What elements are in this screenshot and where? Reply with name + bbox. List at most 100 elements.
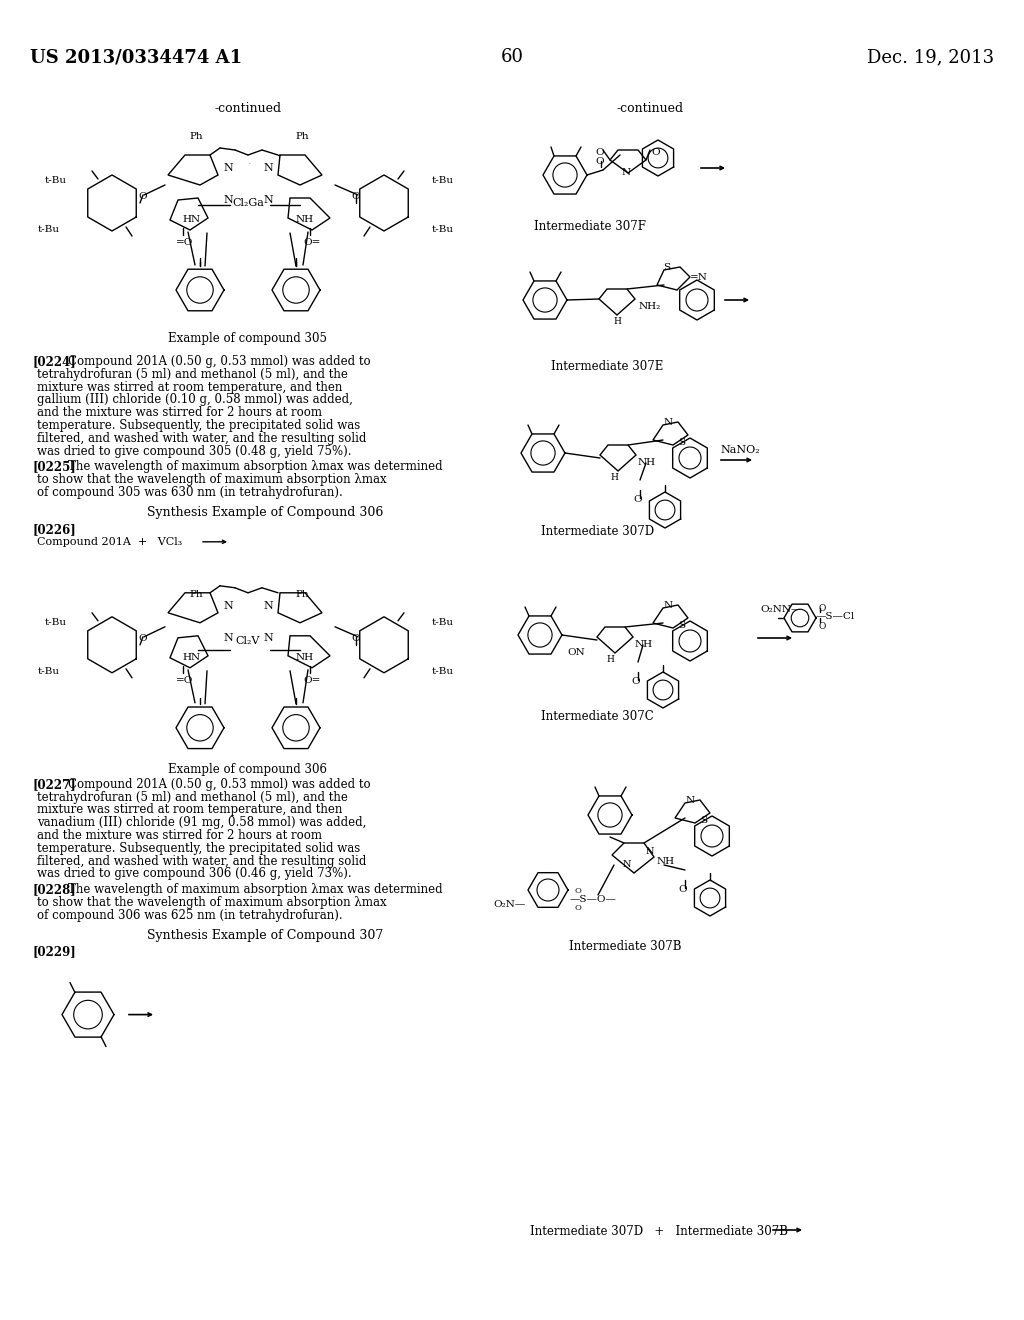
Text: temperature. Subsequently, the precipitated solid was: temperature. Subsequently, the precipita… [37,842,360,855]
Text: to show that the wavelength of maximum absorption λmax: to show that the wavelength of maximum a… [37,473,387,486]
Text: N: N [263,601,272,611]
Text: H: H [606,655,614,664]
Text: NH: NH [296,653,314,661]
Text: [0227]: [0227] [32,777,76,791]
Text: Compound 201A (0.50 g, 0.53 mmol) was added to: Compound 201A (0.50 g, 0.53 mmol) was ad… [68,355,371,368]
Text: O: O [138,634,147,643]
Text: to show that the wavelength of maximum absorption λmax: to show that the wavelength of maximum a… [37,896,387,909]
Text: N: N [223,632,232,643]
Text: H: H [610,473,617,482]
Text: O₂NN—: O₂NN— [760,605,802,614]
Text: O: O [632,677,640,686]
Text: N: N [685,796,694,805]
Text: O=: O= [303,676,321,685]
Text: The wavelength of maximum absorption λmax was determined: The wavelength of maximum absorption λma… [68,883,442,896]
Text: HN: HN [183,215,201,224]
Text: [0226]: [0226] [32,523,76,536]
Text: tetrahydrofuran (5 ml) and methanol (5 ml), and the: tetrahydrofuran (5 ml) and methanol (5 m… [37,791,348,804]
Text: N: N [223,195,232,205]
Text: Intermediate 307B: Intermediate 307B [568,940,681,953]
Text: H: H [613,317,621,326]
Text: gallium (III) chloride (0.10 g, 0.58 mmol) was added,: gallium (III) chloride (0.10 g, 0.58 mmo… [37,393,353,407]
Text: [0229]: [0229] [32,945,76,958]
Text: Intermediate 307C: Intermediate 307C [541,710,653,723]
Text: Synthesis Example of Compound 307: Synthesis Example of Compound 307 [146,928,383,941]
Text: N: N [263,632,272,643]
Text: NH: NH [296,215,314,224]
Text: t-Bu: t-Bu [45,176,67,185]
Text: t-Bu: t-Bu [432,667,454,676]
Text: HN: HN [183,653,201,661]
Text: of compound 305 was 630 nm (in tetrahydrofuran).: of compound 305 was 630 nm (in tetrahydr… [37,486,343,499]
Text: Ph: Ph [295,590,309,599]
Text: mixture was stirred at room temperature, and then: mixture was stirred at room temperature,… [37,380,342,393]
Text: =N: =N [690,273,708,282]
Text: N: N [223,601,232,611]
Text: -continued: -continued [214,102,282,115]
Text: NH: NH [657,857,675,866]
Text: filtered, and washed with water, and the resulting solid: filtered, and washed with water, and the… [37,432,367,445]
Text: Example of compound 305: Example of compound 305 [169,333,328,345]
Text: N: N [223,162,232,173]
Text: Intermediate 307E: Intermediate 307E [551,360,664,374]
Text: .: . [248,160,250,165]
Text: [0224]: [0224] [32,355,76,368]
Text: The wavelength of maximum absorption λmax was determined: The wavelength of maximum absorption λma… [68,461,442,474]
Text: O: O [596,148,604,157]
Text: N: N [664,601,673,610]
Text: S: S [678,620,685,630]
Text: and the mixture was stirred for 2 hours at room: and the mixture was stirred for 2 hours … [37,829,322,842]
Text: Synthesis Example of Compound 306: Synthesis Example of Compound 306 [146,506,383,519]
Text: vanadium (III) chloride (91 mg, 0.58 mmol) was added,: vanadium (III) chloride (91 mg, 0.58 mmo… [37,816,367,829]
Text: O: O [818,622,825,631]
Text: Ph: Ph [189,590,203,599]
Text: mixture was stirred at room temperature, and then: mixture was stirred at room temperature,… [37,804,342,816]
Text: O₂N—: O₂N— [494,900,526,909]
Text: of compound 306 was 625 nm (in tetrahydrofuran).: of compound 306 was 625 nm (in tetrahydr… [37,908,343,921]
Text: O: O [351,634,360,643]
Text: NH: NH [638,458,656,467]
Text: t-Bu: t-Bu [38,224,60,234]
Text: O: O [351,191,360,201]
Text: was dried to give compound 305 (0.48 g, yield 75%).: was dried to give compound 305 (0.48 g, … [37,445,351,458]
Text: Compound 201A (0.50 g, 0.53 mmol) was added to: Compound 201A (0.50 g, 0.53 mmol) was ad… [68,777,371,791]
Text: temperature. Subsequently, the precipitated solid was: temperature. Subsequently, the precipita… [37,418,360,432]
Text: O: O [138,191,147,201]
Text: and the mixture was stirred for 2 hours at room: and the mixture was stirred for 2 hours … [37,407,322,420]
Text: Intermediate 307D: Intermediate 307D [542,525,654,539]
Text: O: O [574,904,582,912]
Text: filtered, and washed with water, and the resulting solid: filtered, and washed with water, and the… [37,854,367,867]
Text: t-Bu: t-Bu [432,176,454,185]
Text: =O: =O [176,676,194,685]
Text: t-Bu: t-Bu [38,667,60,676]
Text: ON: ON [567,648,585,657]
Text: N: N [263,195,272,205]
Text: O: O [574,887,582,895]
Text: Dec. 19, 2013: Dec. 19, 2013 [867,48,994,66]
Text: NH: NH [635,640,653,649]
Text: S: S [700,816,708,825]
Text: O: O [651,148,660,157]
Text: Ph: Ph [189,132,203,141]
Text: t-Bu: t-Bu [432,618,454,627]
Text: =O: =O [176,238,194,247]
Text: S: S [664,263,671,272]
Text: Cl₂V: Cl₂V [236,636,260,645]
Text: O: O [818,605,825,612]
Text: t-Bu: t-Bu [45,618,67,627]
Text: S: S [678,438,685,447]
Text: Intermediate 307F: Intermediate 307F [534,220,646,234]
Text: N: N [623,861,631,869]
Text: N: N [664,418,673,426]
Text: —S—O—: —S—O— [570,895,616,904]
Text: Example of compound 306: Example of compound 306 [169,763,328,776]
Text: was dried to give compound 306 (0.46 g, yield 73%).: was dried to give compound 306 (0.46 g, … [37,867,351,880]
Text: O: O [634,495,642,504]
Text: N: N [646,847,654,855]
Text: NH₂: NH₂ [639,302,662,312]
Text: 60: 60 [501,48,523,66]
Text: Compound 201A  +   VCl₃: Compound 201A + VCl₃ [37,537,182,546]
Text: Cl₂Ga: Cl₂Ga [232,198,264,209]
Text: NaNO₂: NaNO₂ [720,445,760,455]
Text: N: N [263,162,272,173]
